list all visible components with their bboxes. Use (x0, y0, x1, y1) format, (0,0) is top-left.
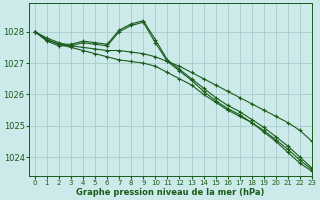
X-axis label: Graphe pression niveau de la mer (hPa): Graphe pression niveau de la mer (hPa) (76, 188, 265, 197)
